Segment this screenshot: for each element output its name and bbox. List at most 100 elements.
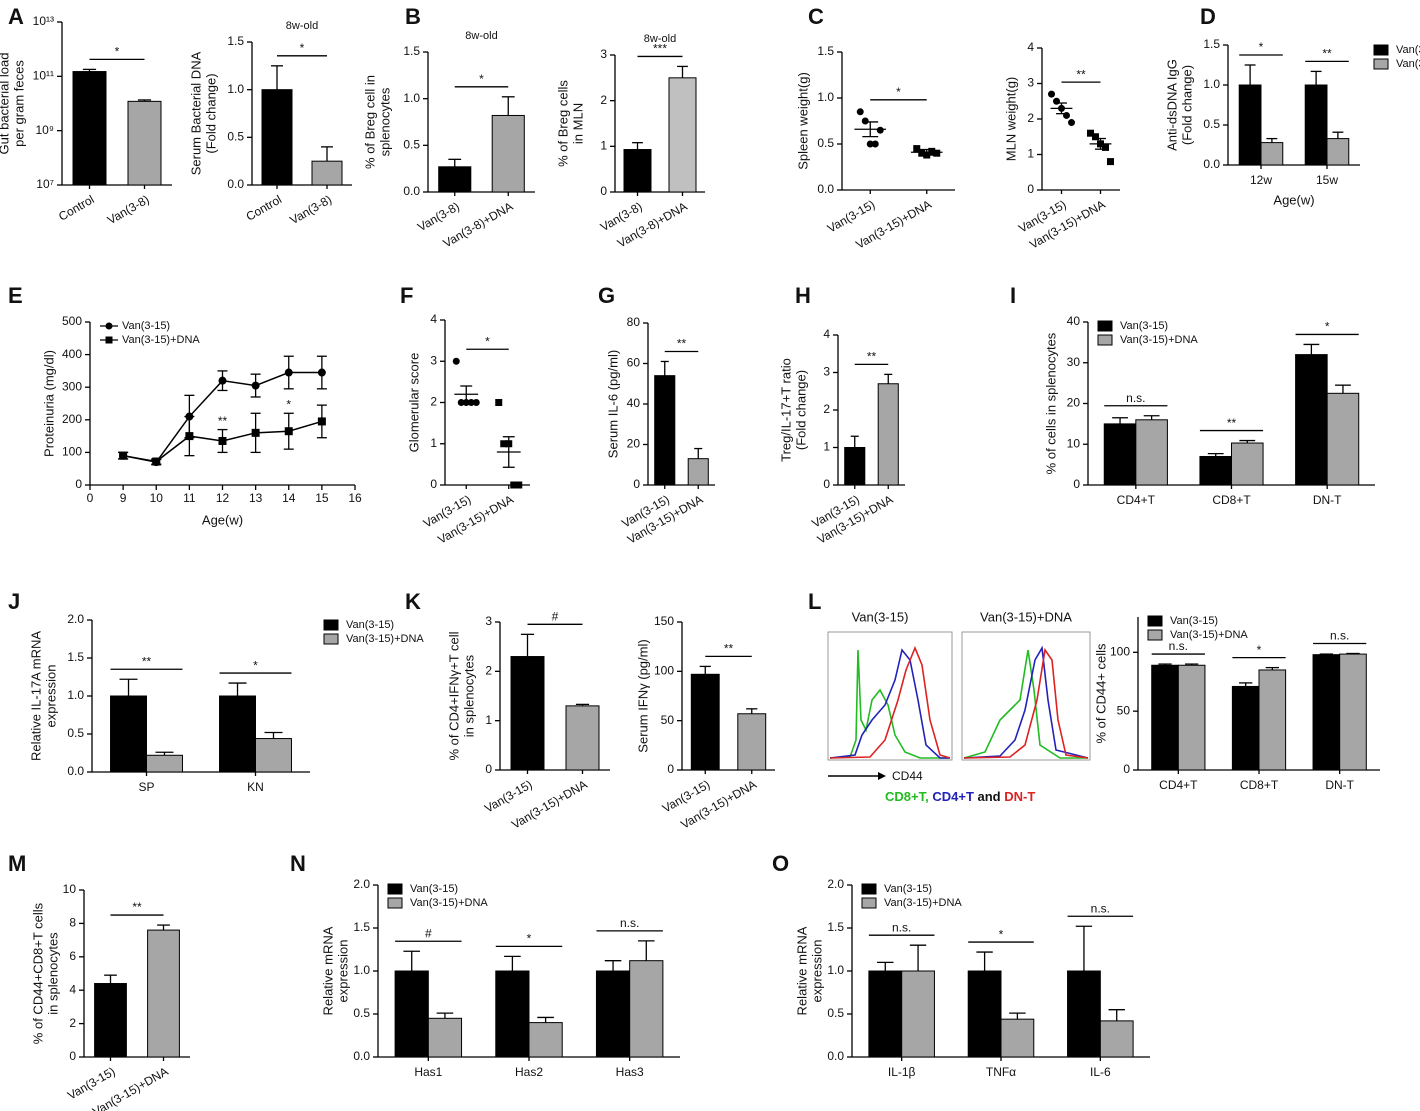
legend-swatch: [861, 883, 877, 895]
point: [284, 427, 293, 436]
y-tick-label: 4: [823, 327, 830, 341]
significance-label: n.s.: [1091, 901, 1110, 915]
bar: [1231, 685, 1260, 771]
legend-item: CD8+T,: [885, 789, 929, 804]
y-tick-label: 1.0: [67, 688, 84, 702]
legend-marker: [105, 336, 113, 344]
y-axis-label: per gram feces: [11, 60, 26, 147]
bar: [394, 970, 429, 1058]
significance-label: **: [142, 654, 152, 668]
point: [251, 381, 260, 390]
point: [861, 117, 869, 125]
y-tick-label: 0: [1027, 182, 1034, 196]
y-axis-label: Anti-dsDNA IgG: [1164, 59, 1179, 151]
flow-box: [827, 631, 953, 761]
y-axis-label: Treg/IL-17+T ratio: [778, 358, 793, 462]
point: [284, 368, 293, 377]
significance-label: *: [479, 72, 484, 86]
y-axis-label: Relative mRNA: [794, 926, 809, 1015]
point: [928, 147, 936, 155]
flow-title: Van(3-15): [852, 609, 909, 624]
significance-label: **: [867, 350, 877, 364]
y-tick-label: 1.5: [403, 44, 420, 58]
x-tick-label: 9: [120, 491, 127, 505]
y-tick-label: 0.0: [817, 182, 834, 196]
panel-letter: N: [290, 851, 306, 876]
bar: [491, 114, 525, 193]
y-tick-label: 6: [69, 949, 76, 963]
y-tick-label: 100: [62, 445, 82, 459]
point: [472, 399, 480, 406]
y-axis-label: Relative mRNA: [320, 926, 335, 1015]
y-tick-label: 400: [62, 347, 82, 361]
legend-label: Van(3-15)+DNA: [122, 334, 200, 346]
y-axis-label: Glomerular score: [406, 353, 421, 453]
point: [1102, 143, 1109, 151]
y-axis-label: in splenocytes: [461, 654, 476, 737]
significance-label: *: [999, 927, 1004, 941]
y-tick-label: 10¹¹: [33, 69, 54, 83]
x-tick-label: IL-1β: [888, 1065, 916, 1079]
y-tick-label: 300: [62, 379, 82, 393]
bar: [110, 695, 147, 773]
significance-label: n.s.: [620, 916, 639, 930]
x-tick-label: Control: [244, 192, 285, 223]
significance-label: **: [677, 337, 687, 351]
bar: [1326, 138, 1350, 166]
significance-label: *: [115, 45, 120, 59]
bar: [528, 1022, 563, 1058]
y-tick-label: 0: [430, 477, 437, 491]
point: [1053, 97, 1060, 105]
y-tick-label: 0.5: [817, 136, 834, 150]
y-tick-label: 10¹³: [33, 14, 54, 28]
y-tick-label: 0: [485, 762, 492, 776]
flow-title: Van(3-15)+DNA: [980, 609, 1072, 624]
significance-label: *: [1257, 643, 1262, 657]
y-tick-label: 1: [823, 440, 830, 454]
bar: [1312, 654, 1341, 771]
point: [119, 451, 128, 460]
x-tick-label: CD4+T: [1117, 493, 1156, 507]
significance-label: **: [1227, 416, 1237, 430]
y-axis-label: % of CD44+CD8+T cells: [30, 902, 45, 1044]
y-tick-label: 0: [75, 477, 82, 491]
y-tick-label: 50: [661, 713, 675, 727]
y-tick-label: 0: [69, 1049, 76, 1063]
legend-label: Van(3-15)+DNA: [1170, 629, 1248, 641]
flow-legend: CD8+T, CD4+T and DN-T: [885, 789, 1035, 804]
legend-label: Van(3-15)+DNA: [346, 633, 424, 645]
x-tick-label: Van(3-15)+DNA: [435, 492, 515, 547]
y-tick-label: 1.0: [817, 90, 834, 104]
panel-letter: B: [405, 4, 421, 29]
point: [185, 432, 194, 441]
bar: [1231, 442, 1264, 486]
y-tick-label: 0.0: [67, 764, 84, 778]
y-tick-label: 500: [62, 314, 82, 328]
bar: [690, 673, 720, 771]
bar: [595, 970, 631, 1058]
bar: [311, 160, 343, 186]
bar: [510, 656, 545, 771]
point: [218, 436, 227, 445]
significance-label: **: [218, 414, 228, 428]
legend-swatch: [1147, 629, 1163, 641]
y-axis-label: expression: [335, 940, 350, 1003]
y-axis-label: (Fold change): [203, 73, 218, 153]
bar: [668, 77, 697, 193]
legend-swatch: [1373, 58, 1389, 70]
y-axis-label: % of Breg cell in: [362, 75, 377, 169]
flow-axis-label: CD44: [892, 769, 923, 783]
y-tick-label: 3: [485, 614, 492, 628]
legend-item: DN-T: [1004, 789, 1035, 804]
x-tick-label: TNFα: [986, 1065, 1016, 1079]
y-axis-label: (Fold change): [793, 370, 808, 450]
significance-label: #: [552, 610, 559, 624]
bar: [967, 970, 1002, 1058]
x-tick-label: 14: [282, 491, 296, 505]
x-tick-label: Has2: [515, 1065, 543, 1079]
significance-label: n.s.: [1126, 391, 1145, 405]
significance-label: ***: [653, 42, 667, 56]
legend-swatch: [1147, 615, 1163, 627]
panel-letter: K: [405, 589, 421, 614]
point: [1107, 158, 1114, 166]
